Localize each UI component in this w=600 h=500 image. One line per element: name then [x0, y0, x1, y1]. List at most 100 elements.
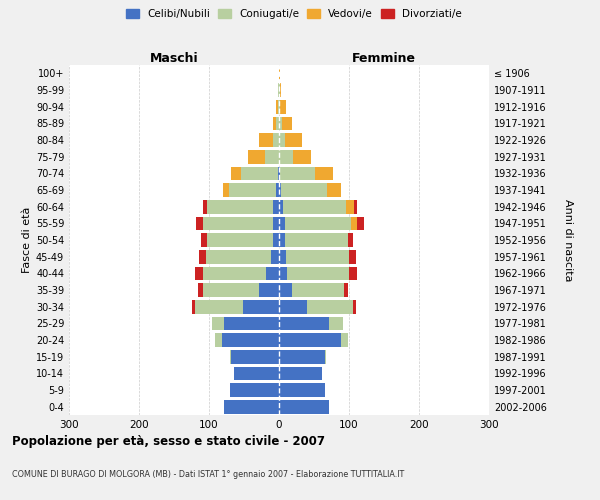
Bar [344, 283, 347, 297]
Bar [229, 183, 276, 197]
Bar [212, 316, 224, 330]
Bar [265, 150, 279, 164]
Bar [196, 216, 203, 230]
Bar [279, 383, 325, 397]
Bar [195, 300, 242, 314]
Bar [281, 183, 326, 197]
Bar [232, 350, 279, 364]
Bar [207, 233, 274, 247]
Bar [279, 283, 292, 297]
Bar [279, 250, 286, 264]
Bar [215, 333, 221, 347]
Bar [278, 166, 279, 180]
Bar [274, 216, 279, 230]
Bar [279, 83, 280, 97]
Bar [276, 100, 278, 114]
Bar [203, 283, 259, 297]
Bar [198, 283, 203, 297]
Bar [280, 83, 281, 97]
Bar [278, 100, 279, 114]
Bar [233, 366, 279, 380]
Bar [279, 333, 341, 347]
Y-axis label: Anni di nascita: Anni di nascita [563, 198, 574, 281]
Bar [207, 200, 274, 213]
Text: Femmine: Femmine [352, 52, 416, 65]
Text: COMUNE DI BURAGO DI MOLGORA (MB) - Dati ISTAT 1° gennaio 2007 - Elaborazione TUT: COMUNE DI BURAGO DI MOLGORA (MB) - Dati … [12, 470, 404, 479]
Bar [230, 166, 241, 180]
Bar [279, 100, 280, 114]
Bar [241, 166, 278, 180]
Bar [203, 200, 207, 213]
Bar [230, 350, 232, 364]
Bar [325, 350, 326, 364]
Bar [274, 233, 279, 247]
Bar [349, 266, 358, 280]
Bar [266, 266, 279, 280]
Bar [279, 350, 325, 364]
Bar [354, 200, 358, 213]
Bar [347, 233, 353, 247]
Bar [203, 216, 274, 230]
Bar [353, 300, 356, 314]
Bar [279, 316, 329, 330]
Bar [279, 266, 287, 280]
Bar [276, 116, 279, 130]
Legend: Celibi/Nubili, Coniugati/e, Vedovi/e, Divorziati/e: Celibi/Nubili, Coniugati/e, Vedovi/e, Di… [122, 5, 466, 24]
Bar [248, 150, 265, 164]
Bar [276, 183, 279, 197]
Bar [282, 116, 292, 130]
Bar [280, 100, 286, 114]
Bar [202, 233, 207, 247]
Bar [349, 250, 356, 264]
Bar [351, 216, 357, 230]
Text: Maschi: Maschi [149, 52, 199, 65]
Text: Popolazione per età, sesso e stato civile - 2007: Popolazione per età, sesso e stato civil… [12, 435, 325, 448]
Bar [316, 166, 333, 180]
Bar [279, 166, 280, 180]
Bar [279, 200, 283, 213]
Bar [271, 250, 279, 264]
Bar [341, 333, 347, 347]
Bar [274, 133, 279, 147]
Bar [307, 300, 353, 314]
Bar [224, 400, 279, 413]
Bar [259, 133, 274, 147]
Bar [279, 216, 284, 230]
Bar [279, 300, 307, 314]
Bar [195, 266, 203, 280]
Bar [221, 333, 279, 347]
Bar [279, 400, 329, 413]
Bar [283, 200, 346, 213]
Bar [199, 250, 206, 264]
Y-axis label: Fasce di età: Fasce di età [22, 207, 32, 273]
Bar [293, 150, 311, 164]
Bar [230, 383, 279, 397]
Bar [284, 133, 302, 147]
Bar [280, 166, 316, 180]
Bar [242, 300, 279, 314]
Bar [287, 266, 349, 280]
Bar [326, 183, 341, 197]
Bar [278, 83, 279, 97]
Bar [274, 200, 279, 213]
Bar [279, 233, 284, 247]
Bar [284, 233, 347, 247]
Bar [224, 316, 279, 330]
Bar [279, 366, 322, 380]
Bar [286, 250, 349, 264]
Bar [279, 150, 293, 164]
Bar [279, 116, 282, 130]
Bar [272, 116, 276, 130]
Bar [223, 183, 229, 197]
Bar [259, 283, 279, 297]
Bar [206, 250, 271, 264]
Bar [191, 300, 195, 314]
Bar [279, 133, 284, 147]
Bar [356, 216, 364, 230]
Bar [279, 66, 280, 80]
Bar [329, 316, 343, 330]
Bar [346, 200, 354, 213]
Bar [279, 183, 281, 197]
Bar [284, 216, 351, 230]
Bar [292, 283, 344, 297]
